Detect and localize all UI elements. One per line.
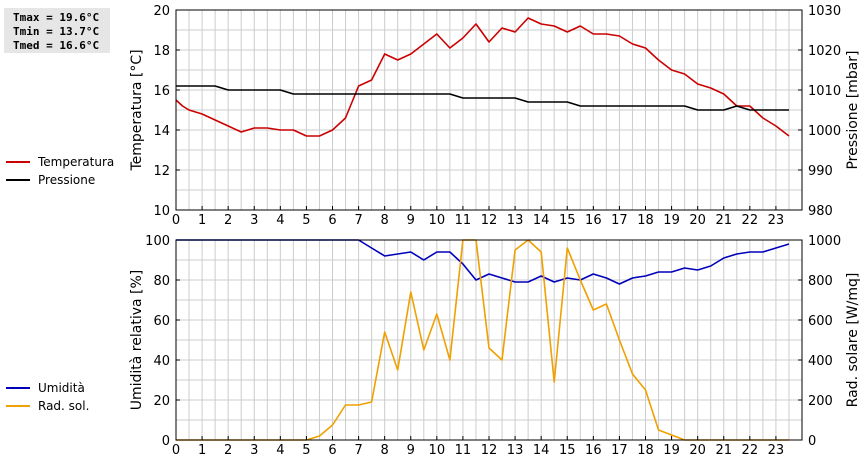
stat-tmax: Tmax = 19.6°C — [13, 11, 100, 24]
panel2-x-tick-label: 1 — [198, 443, 206, 458]
panel2-y-tick-label: 20 — [153, 394, 170, 409]
panel1-x-tick-label: 19 — [663, 213, 680, 228]
panel2-x-tick-label: 2 — [224, 443, 232, 458]
panel2-x-tick-label: 17 — [611, 443, 628, 458]
panel1-x-tick-label: 23 — [768, 213, 785, 228]
panel2-x-tick-label: 3 — [250, 443, 258, 458]
panel1-x-tick-label: 7 — [354, 213, 362, 228]
panel2-x-tick-label: 11 — [455, 443, 472, 458]
panel1-y2-tick-label: 980 — [808, 204, 833, 219]
panel2-x-tick-label: 13 — [507, 443, 524, 458]
panel2-x-tick-label: 8 — [381, 443, 389, 458]
stat-tmin: Tmin = 13.7°C — [13, 25, 100, 38]
panel1-x-tick-label: 3 — [250, 213, 258, 228]
panel1-y2-tick-label: 1010 — [808, 84, 841, 99]
panel2-y2-tick-label: 1000 — [808, 234, 841, 249]
panel1-x-tick-label: 8 — [381, 213, 389, 228]
panel2-series-umidit — [176, 239, 790, 285]
panel1-legend-label: Pressione — [38, 173, 95, 187]
panel1-y-tick-label: 10 — [153, 204, 170, 219]
panel2-x-tick-label: 4 — [276, 443, 284, 458]
panel2-y2-tick-label: 600 — [808, 314, 833, 329]
panel1-y-tick-label: 20 — [153, 4, 170, 19]
panel1-y2-tick-label: 1020 — [808, 44, 841, 59]
panel2-x-tick-label: 5 — [302, 443, 310, 458]
panel2-x-tick-label: 10 — [429, 443, 446, 458]
panel2-y-tick-label: 40 — [153, 354, 170, 369]
panel1-x-tick-label: 22 — [742, 213, 759, 228]
panel2-x-tick-label: 14 — [533, 443, 550, 458]
panel2-x-tick-label: 15 — [559, 443, 576, 458]
panel2-x-tick-label: 23 — [768, 443, 785, 458]
panel1-y2-tick-label: 1000 — [808, 124, 841, 139]
panel1-series-pressione — [176, 85, 789, 111]
panel1-x-tick-label: 14 — [533, 213, 550, 228]
panel1-x-tick-label: 6 — [328, 213, 336, 228]
panel2-x-tick-label: 7 — [354, 443, 362, 458]
panel2-x-tick-label: 6 — [328, 443, 336, 458]
panel1-x-tick-label: 11 — [455, 213, 472, 228]
panel2-y2-tick-label: 800 — [808, 274, 833, 289]
panel1-x-tick-label: 13 — [507, 213, 524, 228]
panel2-y2-axis-title: Rad. solare [W/mq] — [845, 273, 860, 408]
panel1-x-tick-label: 16 — [585, 213, 602, 228]
panel1-y2-tick-label: 1030 — [808, 4, 841, 19]
panel1-y-tick-label: 18 — [153, 44, 170, 59]
panel1-x-tick-label: 15 — [559, 213, 576, 228]
panel2-y2-tick-label: 0 — [808, 434, 816, 449]
panel1-x-tick-label: 2 — [224, 213, 232, 228]
panel2-x-tick-label: 9 — [407, 443, 415, 458]
panel1-x-tick-label: 18 — [637, 213, 654, 228]
panel1-x-tick-label: 5 — [302, 213, 310, 228]
panel1-x-tick-label: 21 — [715, 213, 732, 228]
panel2-y2-tick-label: 400 — [808, 354, 833, 369]
panel1-legend-label: Temperatura — [37, 155, 114, 169]
panel2-x-tick-label: 20 — [689, 443, 706, 458]
panel2-legend-label: Umidità — [38, 381, 85, 395]
panel2-y-axis-title: Umidità relativa [%] — [129, 270, 145, 411]
panel1-x-tick-label: 9 — [407, 213, 415, 228]
panel2-y2-tick-label: 200 — [808, 394, 833, 409]
panel1-y-tick-label: 14 — [153, 124, 170, 139]
panel2-x-tick-label: 0 — [172, 443, 180, 458]
stats-box: Tmax = 19.6°C Tmin = 13.7°C Tmed = 16.6°… — [4, 8, 110, 53]
panel1-x-tick-label: 1 — [198, 213, 206, 228]
panel1-y-axis-title: Temperatura [°C] — [129, 49, 145, 171]
panel1-y2-tick-label: 990 — [808, 164, 833, 179]
panel1-series-temperatura — [175, 17, 790, 137]
panel1-x-tick-label: 17 — [611, 213, 628, 228]
panel2-x-tick-label: 16 — [585, 443, 602, 458]
panel2-y-tick-label: 100 — [145, 234, 170, 249]
panel2-x-tick-label: 18 — [637, 443, 654, 458]
panel2-y-tick-label: 0 — [162, 434, 170, 449]
panel1-y2-axis-title: Pressione [mbar] — [845, 50, 860, 169]
panel1-x-tick-label: 20 — [689, 213, 706, 228]
panel1-y-tick-label: 16 — [153, 84, 170, 99]
panel2-x-tick-label: 19 — [663, 443, 680, 458]
panel2-series-rad-sol — [176, 239, 789, 441]
panel1-x-tick-label: 12 — [481, 213, 498, 228]
panel2-x-tick-label: 21 — [715, 443, 732, 458]
panel1-x-tick-label: 0 — [172, 213, 180, 228]
panel2-y-tick-label: 60 — [153, 314, 170, 329]
panel2-x-tick-label: 12 — [481, 443, 498, 458]
panel2-x-tick-label: 22 — [742, 443, 759, 458]
panel2-y-tick-label: 80 — [153, 274, 170, 289]
panel1-y-tick-label: 12 — [153, 164, 170, 179]
panel1-x-tick-label: 10 — [429, 213, 446, 228]
panel2-legend-label: Rad. sol. — [38, 399, 89, 413]
stat-tmed: Tmed = 16.6°C — [13, 39, 100, 52]
panel1-x-tick-label: 4 — [276, 213, 284, 228]
